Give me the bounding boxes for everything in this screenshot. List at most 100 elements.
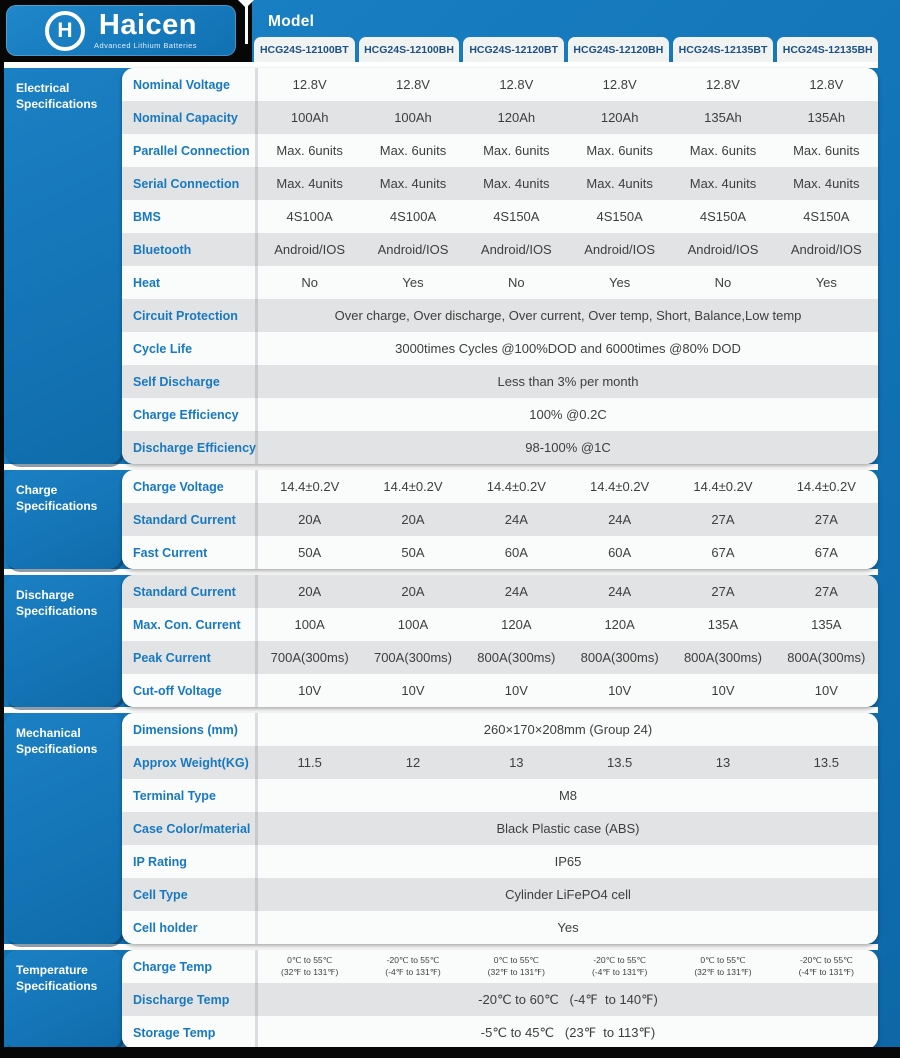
logo-letter: H — [57, 19, 73, 42]
value-cell-span: -20℃ to 60℃ (-4℉ to 140℉) — [478, 991, 658, 1007]
value-cell: 60A — [608, 545, 632, 560]
value-line: (32℉ to 131℉) — [694, 966, 752, 977]
row-values: 100Ah 100Ah 120Ah 120Ah 135Ah 135Ah — [258, 101, 878, 134]
row-label: Cycle Life — [133, 341, 193, 356]
value-cell: -20℃ to 55℃ (-4℉ to 131℉) — [775, 950, 878, 983]
section-discharge-specifications: Discharge Specifications Standard Current 2… — [0, 575, 900, 707]
value-cell-span: 100% @0.2C — [529, 407, 607, 422]
label-divider — [255, 167, 258, 200]
spec-row: Standard Current 20A 20A 24A 24A 27A 27A — [122, 503, 878, 536]
value-cell: Max. 4units — [379, 176, 447, 191]
value-cell: 12.8V — [396, 77, 430, 92]
value-cell: 800A(300ms) — [683, 650, 762, 665]
value-cell: 14.4±0.2V — [383, 479, 443, 494]
value-cell: 20A — [298, 512, 322, 527]
value-cell: 13.5 — [813, 755, 839, 770]
value-cell: Android/IOS — [687, 242, 759, 257]
value-cell: 12.8V — [292, 77, 327, 92]
value-cell: 100Ah — [290, 110, 329, 125]
label-divider — [255, 134, 258, 167]
value-line: 0℃ to 55℃ — [287, 955, 333, 966]
label-divider — [255, 608, 258, 641]
label-divider — [255, 299, 258, 332]
label-divider — [255, 233, 258, 266]
value-cell: 120A — [604, 617, 635, 632]
label-divider — [255, 845, 258, 878]
model-tab[interactable]: HCG24S-12100BH — [358, 37, 460, 62]
value-cell: 800A(300ms) — [580, 650, 659, 665]
label-divider — [255, 983, 258, 1016]
spec-row: Cell Type Cylinder LiFePO4 cell — [122, 878, 878, 911]
spec-row: Heat No Yes No Yes No Yes — [122, 266, 878, 299]
value-cell: Max. 6units — [586, 143, 653, 158]
label-divider — [255, 101, 258, 134]
section-title: Temperature Specifications — [4, 950, 122, 1049]
value-cell: 27A — [711, 512, 735, 527]
value-cell: 67A — [711, 545, 735, 560]
value-cell-span: Over charge, Over discharge, Over curren… — [334, 308, 802, 323]
row-values: 50A 50A 60A 60A 67A 67A — [258, 536, 878, 569]
label-divider — [255, 365, 258, 398]
row-label: Discharge Efficiency — [133, 440, 256, 455]
row-label: Circuit Protection — [133, 308, 238, 323]
spec-row: Standard Current 20A 20A 24A 24A 27A 27A — [122, 575, 878, 608]
label-divider — [255, 332, 258, 365]
row-label: Heat — [133, 275, 161, 290]
value-cell: Yes — [609, 275, 631, 290]
model-tab[interactable]: HCG24S-12135BH — [777, 37, 879, 62]
left-border — [0, 0, 4, 1058]
label-divider — [255, 911, 258, 944]
value-cell: Max. 6units — [689, 143, 757, 158]
model-tab[interactable]: HCG24S-12100BT — [254, 37, 355, 62]
value-cell: 13 — [509, 755, 524, 770]
spec-row: Bluetooth Android/IOS Android/IOS Android/I… — [122, 233, 878, 266]
value-cell: 135Ah — [807, 110, 846, 125]
spec-row: Peak Current 700A(300ms) 700A(300ms) 800A(3… — [122, 641, 878, 674]
row-values: 260×170×208mm (Group 24) — [258, 713, 878, 746]
row-label: Serial Connection — [133, 176, 240, 191]
label-divider — [255, 812, 258, 845]
value-cell: 20A — [401, 512, 425, 527]
bottom-border — [0, 1047, 900, 1058]
model-tab[interactable]: HCG24S-12120BH — [568, 37, 669, 62]
section-charge-specifications: Charge Specifications Charge Voltage 14.4±0… — [0, 470, 900, 569]
section-gap — [4, 944, 878, 950]
row-label: Bluetooth — [133, 242, 192, 257]
value-cell: 100Ah — [394, 110, 432, 125]
model-tab[interactable]: HCG24S-12120BT — [463, 37, 565, 62]
label-divider — [255, 200, 258, 233]
value-cell: Max. 4units — [483, 176, 550, 191]
value-cell: Max. 6units — [276, 143, 343, 158]
brand-logo: H Haicen Advanced Lithium Batteries — [6, 5, 236, 56]
value-cell: 0℃ to 55℃ (32℉ to 131℉) — [258, 950, 361, 983]
spec-row: Fast Current 50A 50A 60A 60A 67A 67A — [122, 536, 878, 569]
row-label: IP Rating — [133, 854, 187, 869]
model-label: Model — [268, 13, 315, 30]
model-tab[interactable]: HCG24S-12135BT — [672, 37, 774, 62]
row-values: 20A 20A 24A 24A 27A 27A — [258, 575, 878, 608]
value-cell: Max. 6units — [483, 143, 550, 158]
spec-row: Self Discharge Less than 3% per month — [122, 365, 878, 398]
row-label: Peak Current — [133, 650, 211, 665]
label-divider — [255, 503, 258, 536]
value-cell: 135A — [707, 617, 739, 632]
value-cell: Max. 4units — [276, 176, 343, 191]
value-cell: 120Ah — [600, 110, 639, 125]
value-cell: 11.5 — [297, 755, 322, 770]
row-label: Terminal Type — [133, 788, 216, 803]
row-values: No Yes No Yes No Yes — [258, 266, 878, 299]
section-title: Charge Specifications — [4, 470, 122, 569]
value-cell: 4S150A — [596, 209, 643, 224]
label-divider — [255, 536, 258, 569]
spec-row: Charge Efficiency 100% @0.2C — [122, 398, 878, 431]
row-values: 10V 10V 10V 10V 10V 10V — [258, 674, 878, 707]
value-cell: 4S100A — [389, 209, 437, 224]
row-label: Nominal Voltage — [133, 77, 231, 92]
value-cell: Max. 4units — [793, 176, 860, 191]
value-cell: 120A — [501, 617, 532, 632]
spec-row: Charge Temp 0℃ to 55℃ (32℉ to 131℉) -20℃ to… — [122, 950, 878, 983]
value-line: (-4℉ to 131℉) — [798, 966, 854, 977]
row-values: 700A(300ms) 700A(300ms) 800A(300ms) 800A(30… — [258, 641, 878, 674]
row-values: 4S100A 4S100A 4S150A 4S150A 4S150A 4S150A — [258, 200, 878, 233]
